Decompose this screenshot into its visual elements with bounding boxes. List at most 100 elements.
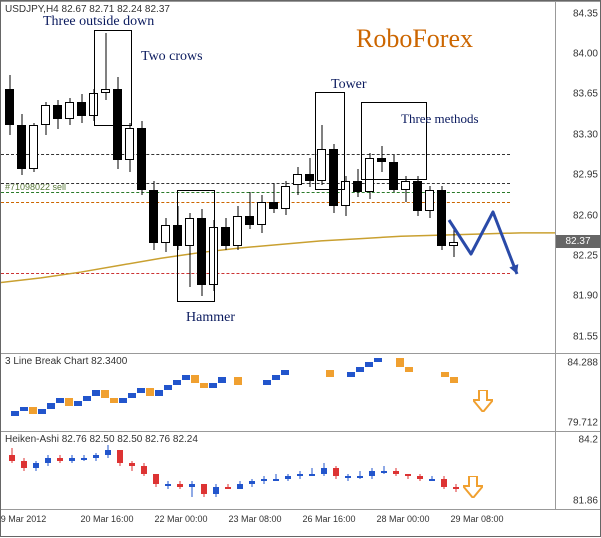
line-break-block [164, 385, 172, 390]
line-break-block [263, 380, 271, 385]
line-break-block [218, 377, 226, 382]
heiken-ashi-candle [405, 432, 411, 510]
line-break-block [234, 377, 242, 385]
line-break-block [200, 383, 208, 388]
heiken-ashi-candle [189, 432, 195, 510]
down-arrow-icon [463, 476, 483, 498]
line-break-block [356, 367, 364, 372]
heiken-ashi-candle [93, 432, 99, 510]
line-break-block [326, 370, 334, 378]
price-candle [449, 2, 458, 354]
line-break-y-axis: 79.712 84.288 [555, 354, 600, 431]
line-break-block [65, 398, 73, 406]
price-candle [245, 2, 254, 354]
line-break-block [119, 398, 127, 403]
heiken-ashi-candle [225, 432, 231, 510]
pattern-highlight-box [315, 92, 345, 190]
price-candle [269, 2, 278, 354]
current-price-marker: 82.37 [556, 235, 600, 248]
chart-container: USDJPY,H4 82.67 82.71 82.24 82.37 RoboFo… [0, 0, 601, 537]
time-axis: 19 Mar 201220 Mar 16:0022 Mar 00:0023 Ma… [1, 509, 600, 538]
price-candle [53, 2, 62, 354]
line-break-block [173, 380, 181, 385]
price-candle [17, 2, 26, 354]
x-tick-label: 20 Mar 16:00 [80, 514, 133, 524]
y-tick-label: 84.00 [573, 48, 598, 59]
line-break-block [191, 375, 199, 383]
line-break-block [11, 411, 19, 416]
line-break-block [405, 367, 413, 372]
line-break-block [47, 403, 55, 408]
heiken-ashi-candle [177, 432, 183, 510]
heiken-ashi-candle [201, 432, 207, 510]
down-arrow-icon [473, 390, 493, 412]
heiken-ashi-candle [333, 432, 339, 510]
heiken-ashi-candle [453, 432, 459, 510]
x-tick-label: 22 Mar 00:00 [154, 514, 207, 524]
heiken-ashi-candle [57, 432, 63, 510]
heiken-ashi-candle [429, 432, 435, 510]
price-candle [221, 2, 230, 354]
line-break-plot: 3 Line Break Chart 82.3400 [1, 354, 555, 431]
heiken-ashi-candle [273, 432, 279, 510]
heiken-ashi-candle [45, 432, 51, 510]
pattern-highlight-box [177, 190, 215, 302]
line-break-block [92, 390, 100, 395]
price-candle [77, 2, 86, 354]
line-break-block [441, 372, 449, 377]
heiken-ashi-candle [381, 432, 387, 510]
x-tick-label: 26 Mar 16:00 [302, 514, 355, 524]
heiken-ashi-candle [213, 432, 219, 510]
y-tick-label: 84.288 [567, 358, 598, 369]
line-break-block [29, 407, 37, 414]
x-tick-label: 28 Mar 00:00 [376, 514, 429, 524]
line-break-block [209, 383, 217, 388]
y-tick-label: 81.86 [573, 495, 598, 506]
y-tick-label: 83.30 [573, 129, 598, 140]
heiken-ashi-candle [345, 432, 351, 510]
y-tick-label: 82.95 [573, 170, 598, 181]
line-break-block [450, 377, 458, 382]
heiken-ashi-candle [249, 432, 255, 510]
x-tick-label: 29 Mar 08:00 [450, 514, 503, 524]
heiken-ashi-candle [309, 432, 315, 510]
line-break-block [347, 372, 355, 377]
pattern-annotation: Two crows [141, 49, 203, 65]
pattern-annotation: Tower [331, 77, 367, 93]
line-break-title: 3 Line Break Chart 82.3400 [5, 356, 127, 367]
heiken-ashi-candle [81, 432, 87, 510]
price-candle [437, 2, 446, 354]
line-break-block [110, 398, 118, 403]
price-candle [293, 2, 302, 354]
main-price-panel: USDJPY,H4 82.67 82.71 82.24 82.37 RoboFo… [1, 1, 600, 353]
line-break-block [101, 390, 109, 398]
line-break-block [128, 393, 136, 398]
price-candle [305, 2, 314, 354]
heiken-ashi-candle [21, 432, 27, 510]
heiken-ashi-candle [141, 432, 147, 510]
line-break-block [74, 401, 82, 406]
price-candle [65, 2, 74, 354]
heiken-ashi-candle [441, 432, 447, 510]
pattern-annotation: Hammer [186, 310, 235, 326]
pattern-annotation: Three outside down [43, 14, 154, 30]
heiken-ashi-candle [417, 432, 423, 510]
heiken-ashi-candle [297, 432, 303, 510]
y-tick-label: 83.65 [573, 89, 598, 100]
heiken-ashi-candle [237, 432, 243, 510]
y-tick-label: 82.25 [573, 250, 598, 261]
y-tick-label: 81.90 [573, 291, 598, 302]
y-tick-label: 79.712 [567, 417, 598, 428]
y-tick-label: 84.2 [579, 434, 598, 445]
line-break-block [56, 398, 64, 403]
y-tick-label: 84.35 [573, 8, 598, 19]
price-candle [5, 2, 14, 354]
heiken-ashi-candle [321, 432, 327, 510]
line-break-block [374, 358, 382, 362]
heiken-ashi-candle [33, 432, 39, 510]
heiken-ashi-candle [369, 432, 375, 510]
price-candle [281, 2, 290, 354]
heiken-ashi-candle [153, 432, 159, 510]
line-break-block [137, 388, 145, 393]
main-plot-area: USDJPY,H4 82.67 82.71 82.24 82.37 RoboFo… [1, 2, 555, 353]
